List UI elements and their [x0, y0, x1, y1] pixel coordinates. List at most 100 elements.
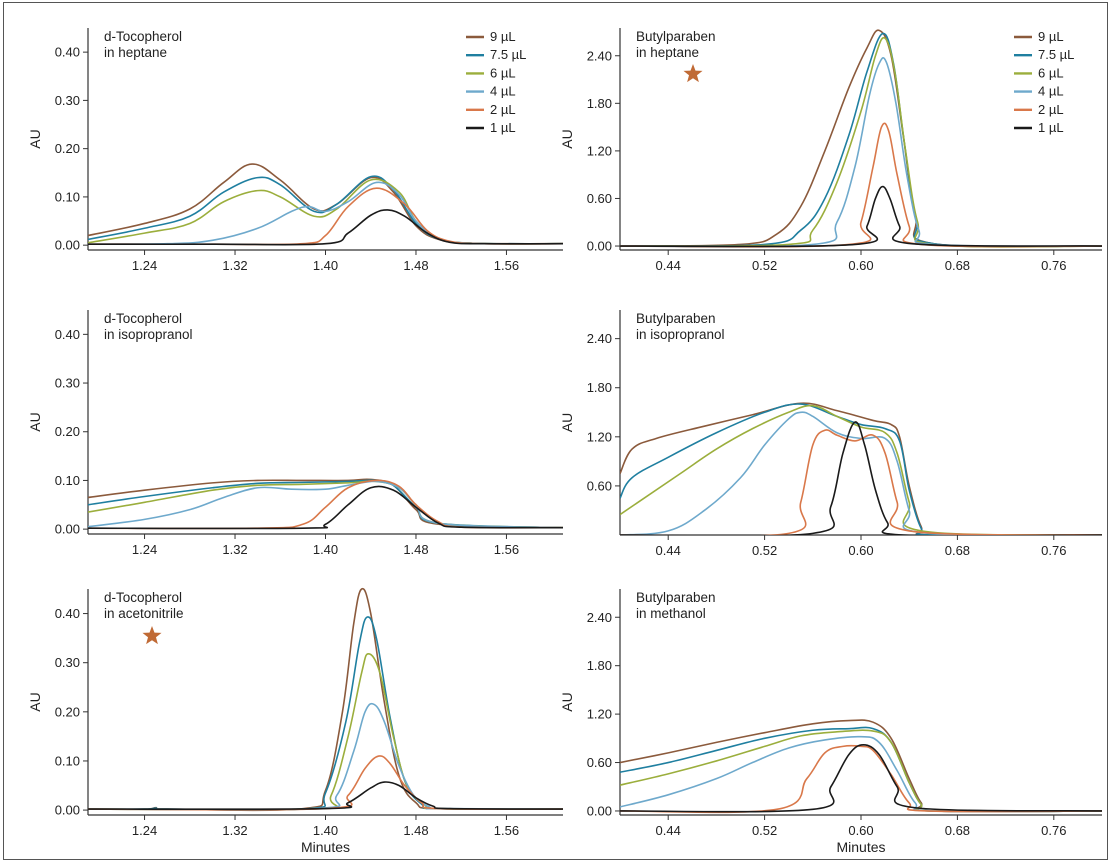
- series-line: [620, 32, 1102, 248]
- y-axis-label: AU: [27, 129, 43, 148]
- y-tick-label: 1.20: [587, 707, 612, 722]
- y-axis-label: AU: [559, 692, 575, 711]
- series-group: [620, 29, 1102, 248]
- legend-label: 2 µL: [1038, 102, 1064, 117]
- series-group: [88, 163, 563, 246]
- panel-title-line: d-Tocopherol: [104, 29, 182, 44]
- y-tick-label: 0.20: [55, 141, 80, 156]
- figure-frame: [3, 2, 1108, 860]
- series-line: [88, 781, 563, 811]
- y-tick-label: 0.20: [55, 424, 80, 439]
- y-axis-label: AU: [27, 412, 43, 431]
- series-line: [620, 719, 1102, 813]
- series-group: [620, 719, 1102, 814]
- series-line: [88, 616, 563, 811]
- legend-label: 7.5 µL: [1038, 47, 1074, 62]
- y-tick-label: 0.40: [55, 45, 80, 60]
- legend-label: 1 µL: [1038, 120, 1064, 135]
- series-group: [88, 478, 563, 530]
- legend-label: 6 µL: [490, 65, 516, 80]
- legend-label: 1 µL: [490, 120, 516, 135]
- x-tick-label: 1.56: [494, 258, 519, 273]
- series-line: [620, 743, 1102, 813]
- x-tick-label: 0.68: [945, 823, 970, 838]
- series-group: [88, 587, 563, 812]
- y-tick-label: 2.40: [587, 48, 612, 63]
- series-line: [620, 185, 1102, 248]
- x-tick-label: 1.32: [222, 258, 247, 273]
- legend-label: 9 µL: [1038, 29, 1064, 44]
- x-tick-label: 0.76: [1041, 543, 1066, 558]
- y-tick-label: 0.30: [55, 93, 80, 108]
- x-tick-label: 0.52: [752, 258, 777, 273]
- y-tick-label: 1.80: [587, 380, 612, 395]
- y-tick-label: 0.00: [55, 803, 80, 818]
- series-line: [620, 411, 1102, 535]
- x-tick-label: 1.32: [222, 823, 247, 838]
- x-tick-label: 1.24: [132, 542, 157, 557]
- y-tick-label: 0.30: [55, 655, 80, 670]
- x-tick-label: 1.48: [403, 258, 428, 273]
- legend-label: 6 µL: [1038, 65, 1064, 80]
- series-line: [88, 755, 563, 811]
- panel-title-line: in methanol: [636, 606, 706, 621]
- x-tick-label: 1.40: [313, 258, 338, 273]
- series-line: [620, 36, 1102, 248]
- series-line: [88, 485, 563, 530]
- x-tick-label: 0.76: [1041, 823, 1066, 838]
- x-tick-label: 0.60: [848, 823, 873, 838]
- panel-title-line: Butylparaben: [636, 590, 716, 605]
- x-tick-label: 1.56: [494, 823, 519, 838]
- panel-title-line: d-Tocopherol: [104, 311, 182, 326]
- x-tick-label: 0.44: [656, 823, 681, 838]
- y-tick-label: 0.00: [587, 239, 612, 254]
- x-tick-label: 0.68: [945, 543, 970, 558]
- y-tick-label: 0.10: [55, 473, 80, 488]
- series-line: [620, 402, 1102, 535]
- y-tick-label: 0.00: [587, 803, 612, 818]
- x-tick-label: 1.48: [403, 542, 428, 557]
- y-tick-label: 0.60: [587, 755, 612, 770]
- chart-panel-4: 0.60 1.20 1.80 2.40 0.44 0.52 0.60 0.68 0.76 AU Bu…: [559, 310, 1102, 558]
- x-tick-label: 0.76: [1041, 258, 1066, 273]
- legend-label: 2 µL: [490, 102, 516, 117]
- series-line: [88, 653, 563, 811]
- x-tick-label: 0.68: [945, 258, 970, 273]
- chart-panel-6: 0.00 0.60 1.20 1.80 2.40 0.44 0.52 0.60 0.68 0.76…: [559, 589, 1102, 855]
- legend-label: 4 µL: [1038, 84, 1064, 99]
- series-line: [620, 404, 1102, 535]
- series-line: [88, 479, 563, 530]
- series-line: [88, 587, 563, 812]
- y-tick-label: 0.20: [55, 704, 80, 719]
- series-line: [620, 729, 1102, 813]
- x-tick-label: 0.52: [752, 543, 777, 558]
- y-tick-label: 0.10: [55, 753, 80, 768]
- legend-label: 4 µL: [490, 84, 516, 99]
- panel-title-line: in heptane: [104, 45, 167, 60]
- legend-label: 9 µL: [490, 29, 516, 44]
- y-tick-label: 1.20: [587, 429, 612, 444]
- y-tick-label: 1.80: [587, 96, 612, 111]
- x-tick-label: 0.44: [656, 543, 681, 558]
- series-line: [88, 209, 563, 246]
- panel-title-line: Butylparaben: [636, 311, 716, 326]
- y-tick-label: 2.40: [587, 331, 612, 346]
- x-tick-label: 1.32: [222, 542, 247, 557]
- panel-title-line: d-Tocopherol: [104, 590, 182, 605]
- y-tick-label: 1.80: [587, 658, 612, 673]
- chart-panel-3: 0.00 0.10 0.20 0.30 0.40 1.24 1.32 1.40 1.48 1.56…: [27, 310, 563, 557]
- x-tick-label: 0.60: [848, 543, 873, 558]
- series-line: [620, 726, 1102, 813]
- x-axis-label: Minutes: [301, 839, 350, 855]
- x-tick-label: 0.44: [656, 258, 681, 273]
- series-line: [620, 57, 1102, 248]
- y-axis-label: AU: [559, 129, 575, 148]
- series-line: [620, 29, 1102, 248]
- y-tick-label: 0.40: [55, 327, 80, 342]
- y-tick-label: 0.60: [587, 478, 612, 493]
- series-line: [620, 403, 1102, 535]
- star-icon: [142, 626, 162, 645]
- chart-panel-1: 0.00 0.10 0.20 0.30 0.40 1.24 1.32 1.40 1.48 1.56…: [27, 28, 563, 273]
- legend-label: 7.5 µL: [490, 47, 526, 62]
- series-line: [620, 421, 1102, 535]
